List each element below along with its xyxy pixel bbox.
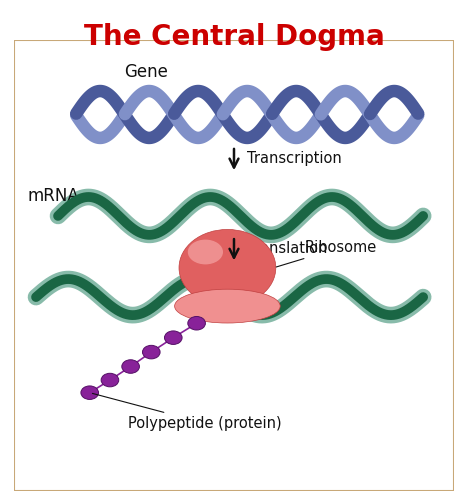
Text: Ribosome: Ribosome	[276, 240, 377, 267]
Ellipse shape	[101, 373, 119, 387]
Text: mRNA: mRNA	[27, 187, 79, 204]
Text: The Central Dogma: The Central Dogma	[84, 23, 384, 51]
Ellipse shape	[179, 229, 276, 306]
Ellipse shape	[188, 239, 223, 265]
Ellipse shape	[142, 345, 160, 359]
Ellipse shape	[164, 331, 182, 345]
Ellipse shape	[122, 360, 139, 373]
Ellipse shape	[188, 317, 205, 330]
Text: Translation: Translation	[247, 241, 328, 256]
Text: Polypeptide (protein): Polypeptide (protein)	[92, 393, 282, 431]
Ellipse shape	[175, 289, 280, 323]
Text: Gene: Gene	[124, 63, 168, 81]
Ellipse shape	[81, 386, 98, 399]
Text: Transcription: Transcription	[247, 151, 342, 166]
